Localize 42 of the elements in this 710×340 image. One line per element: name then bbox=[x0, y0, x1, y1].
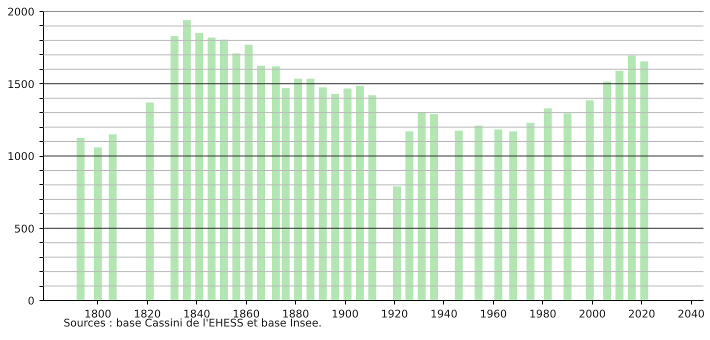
y-tick-label: 1000 bbox=[7, 150, 35, 163]
bar bbox=[94, 147, 102, 300]
bar bbox=[564, 113, 572, 300]
y-tick-label: 0 bbox=[28, 294, 35, 308]
x-tick-label: 1960 bbox=[480, 308, 508, 320]
bar bbox=[526, 122, 534, 300]
bar bbox=[603, 82, 612, 300]
bar bbox=[208, 38, 216, 300]
x-tick-label: 1900 bbox=[332, 308, 359, 320]
bar bbox=[306, 78, 314, 300]
bar bbox=[232, 53, 240, 300]
bar bbox=[616, 70, 624, 300]
bar bbox=[640, 61, 648, 300]
bar bbox=[170, 36, 178, 300]
bar bbox=[393, 186, 401, 300]
bar bbox=[318, 87, 327, 300]
bar bbox=[244, 44, 253, 300]
bar bbox=[331, 94, 340, 300]
bar bbox=[494, 130, 502, 300]
bar bbox=[430, 114, 438, 300]
bar bbox=[182, 20, 191, 300]
bar bbox=[474, 126, 483, 300]
x-tick-label: 2040 bbox=[678, 308, 705, 320]
bar bbox=[405, 131, 414, 300]
bar bbox=[509, 131, 518, 300]
bar bbox=[257, 66, 265, 300]
bar bbox=[272, 66, 280, 300]
x-tick-label: 2000 bbox=[578, 308, 606, 320]
bar bbox=[356, 86, 364, 300]
bar bbox=[220, 40, 228, 300]
x-tick-label: 1980 bbox=[529, 308, 557, 320]
y-tick-label: 500 bbox=[14, 222, 35, 236]
x-tick-label: 1920 bbox=[380, 308, 408, 320]
bar bbox=[294, 78, 302, 300]
y-tick-label: 1500 bbox=[7, 78, 35, 91]
x-tick-label: 1940 bbox=[430, 308, 458, 320]
bar bbox=[344, 88, 352, 300]
x-tick-label: 2020 bbox=[628, 308, 656, 320]
y-tick-label: 2000 bbox=[7, 6, 35, 18]
bar bbox=[418, 112, 426, 300]
bar bbox=[628, 56, 636, 300]
bar bbox=[76, 138, 85, 300]
